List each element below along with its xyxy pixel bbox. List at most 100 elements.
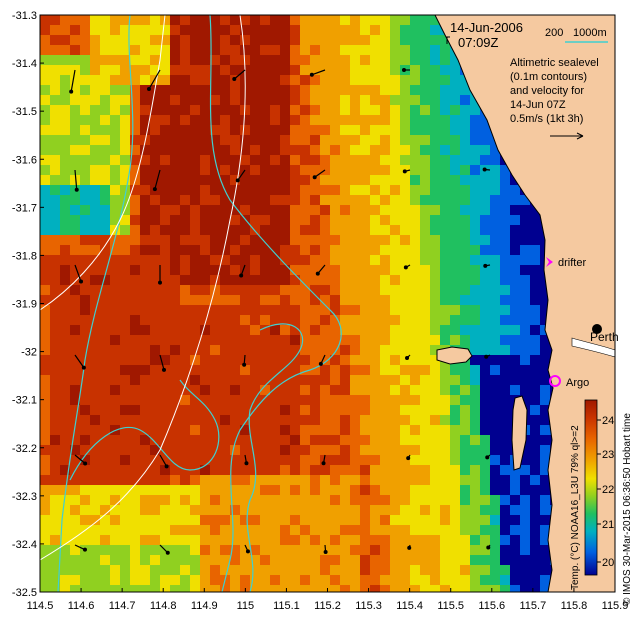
sst-cell: [420, 525, 431, 536]
sst-cell: [210, 205, 221, 216]
sst-cell: [100, 545, 111, 556]
sst-cell: [120, 535, 131, 546]
sst-cell: [130, 425, 141, 436]
satellite-track-a: [40, 15, 166, 311]
sst-cell: [300, 345, 311, 356]
sst-cell: [270, 45, 281, 56]
sst-cell: [40, 115, 51, 126]
sst-cell: [80, 505, 91, 516]
sst-cell: [340, 245, 351, 256]
sst-cell: [330, 205, 341, 216]
sst-cell: [240, 285, 251, 296]
sst-cell: [140, 275, 151, 286]
sst-cell: [430, 545, 441, 556]
sst-cell: [250, 385, 261, 396]
sst-cell: [450, 115, 461, 126]
sst-cell: [450, 405, 461, 416]
sst-cell: [250, 75, 261, 86]
sst-cell: [90, 75, 101, 86]
sst-cell: [370, 25, 381, 36]
sst-cell: [110, 265, 121, 276]
sst-cell: [50, 485, 61, 496]
sst-cell: [490, 385, 501, 396]
sst-cell: [230, 255, 241, 266]
sst-cell: [480, 545, 491, 556]
sst-cell: [150, 535, 161, 546]
sst-cell: [420, 405, 431, 416]
sst-cell: [60, 15, 71, 26]
sst-cell: [350, 45, 361, 56]
sst-cell: [150, 105, 161, 116]
sst-cell: [60, 95, 71, 106]
sst-cell: [310, 555, 321, 566]
sst-cell: [510, 525, 521, 536]
sst-cell: [100, 575, 111, 586]
sst-cell: [500, 205, 511, 216]
sst-cell: [390, 355, 401, 366]
sst-cell: [100, 335, 111, 346]
sst-cell: [330, 315, 341, 326]
sst-cell: [500, 345, 511, 356]
sst-cell: [280, 115, 291, 126]
sst-cell: [100, 15, 111, 26]
sst-cell: [40, 15, 51, 26]
sst-cell: [200, 215, 211, 226]
isobath-label-200: 200: [545, 27, 563, 39]
sst-cell: [320, 515, 331, 526]
x-tick-label: 115: [237, 600, 255, 612]
sst-cell: [360, 225, 371, 236]
sst-cell: [40, 325, 51, 336]
sst-cell: [240, 105, 251, 116]
sst-cell: [220, 385, 231, 396]
sst-cell: [360, 185, 371, 196]
sst-cell: [180, 535, 191, 546]
sst-cell: [440, 435, 451, 446]
sst-cell: [530, 565, 541, 576]
sst-cell: [530, 545, 541, 556]
sst-cell: [200, 115, 211, 126]
sst-cell: [450, 185, 461, 196]
sst-cell: [400, 355, 411, 366]
sst-cell: [460, 145, 471, 156]
sst-cell: [450, 255, 461, 266]
sst-cell: [180, 245, 191, 256]
sst-cell: [110, 195, 121, 206]
sst-cell: [430, 325, 441, 336]
sst-cell: [320, 235, 331, 246]
sst-cell: [60, 405, 71, 416]
sst-cell: [400, 565, 411, 576]
sst-cell: [70, 435, 81, 446]
sst-cell: [90, 505, 101, 516]
sst-cell: [240, 485, 251, 496]
sst-cell: [500, 435, 511, 446]
sst-cell: [230, 295, 241, 306]
sst-cell: [380, 495, 391, 506]
sst-cell: [250, 155, 261, 166]
sst-cell: [280, 565, 291, 576]
sst-cell: [400, 225, 411, 236]
sst-cell: [510, 305, 521, 316]
sst-cell: [340, 345, 351, 356]
sst-cell: [490, 555, 501, 566]
sst-cell: [190, 175, 201, 186]
sst-cell: [230, 235, 241, 246]
sst-cell: [400, 325, 411, 336]
sst-cell: [400, 475, 411, 486]
sst-cell: [210, 215, 221, 226]
sst-cell: [400, 585, 411, 592]
sst-cell: [520, 305, 531, 316]
sst-cell: [40, 425, 51, 436]
sst-cell: [340, 455, 351, 466]
sst-cell: [130, 205, 141, 216]
sst-cell: [120, 575, 131, 586]
sst-cell: [80, 565, 91, 576]
sst-cell: [120, 295, 131, 306]
sst-cell: [510, 575, 521, 586]
sst-cell: [160, 95, 171, 106]
sst-cell: [260, 285, 271, 296]
sst-cell: [400, 535, 411, 546]
sst-cell: [450, 455, 461, 466]
sst-cell: [390, 435, 401, 446]
sst-cell: [320, 415, 331, 426]
sst-cell: [100, 535, 111, 546]
